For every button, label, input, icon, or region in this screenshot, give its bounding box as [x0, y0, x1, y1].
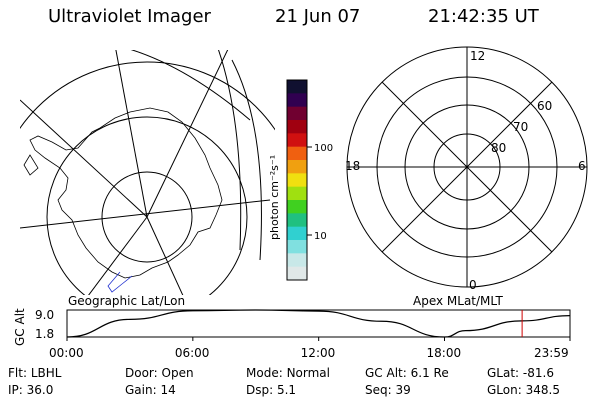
status-glat: GLat: -81.6 [487, 366, 554, 380]
geo-arc-3 [231, 59, 262, 261]
status-door: Door: Open [125, 366, 194, 380]
status-glon: GLon: 348.5 [487, 383, 560, 397]
color-bar-unit-label: photon cm⁻²s⁻¹ [268, 155, 281, 240]
geographic-map [20, 50, 275, 295]
altitude-ylabel: GC Alt [13, 308, 27, 346]
altitude-plot-frame [66, 309, 571, 338]
altitude-xtick-label: 18:00 [427, 346, 462, 360]
color-bar-cell [287, 106, 307, 121]
geo-meridian-1 [115, 50, 148, 218]
color-bar-cell [287, 80, 307, 94]
altitude-ytick-top: 9.0 [35, 308, 54, 322]
color-bar-cell [287, 253, 307, 268]
coast-fragment [23, 154, 39, 176]
color-bar-cell [287, 133, 307, 148]
color-bar: 100 10 photon cm⁻²s⁻¹ [268, 79, 333, 281]
geo-meridian-4 [20, 199, 271, 229]
polar-lat-80: 80 [491, 141, 506, 155]
image-title: Ultraviolet Imager [48, 6, 211, 27]
color-bar-cell [287, 93, 307, 108]
color-bar-cell [287, 120, 307, 134]
color-bar-cell [287, 266, 307, 281]
polar-plot [346, 46, 588, 288]
altitude-curve [66, 309, 571, 338]
geo-meridian-3 [20, 99, 148, 218]
color-bar-cell [287, 200, 307, 214]
polar-lat-70: 70 [513, 120, 528, 134]
polar-label-0: 0 [469, 278, 477, 292]
altitude-xtick-label: 06:00 [175, 346, 210, 360]
status-flt: Flt: LBHL [8, 366, 62, 380]
polar-label-18: 18 [345, 159, 360, 173]
color-bar-cell [287, 186, 307, 201]
color-bar-cell [287, 173, 307, 188]
color-bar-cell [287, 240, 307, 254]
polar-label-12: 12 [470, 49, 485, 63]
polar-label-6: 6 [578, 159, 586, 173]
altitude-xtick-label: 00:00 [49, 346, 84, 360]
coast-fragment-blue [107, 271, 133, 293]
polar-diagonal-2 [381, 81, 553, 253]
color-bar-cell [287, 213, 307, 228]
status-gc-alt: GC Alt: 6.1 Re [365, 366, 449, 380]
color-bar-tick-label-10: 10 [314, 231, 327, 242]
geo-meridian-6 [146, 216, 184, 295]
status-dsp: Dsp: 5.1 [246, 383, 297, 397]
color-bar-cell [287, 160, 307, 174]
status-ip: IP: 36.0 [8, 383, 54, 397]
status-seq: Seq: 39 [365, 383, 411, 397]
geo-map-label: Geographic Lat/Lon [68, 294, 185, 308]
continent-outline [29, 107, 223, 279]
geo-meridian-2 [146, 50, 229, 218]
geo-lat-circle-inner [101, 171, 193, 263]
altitude-ytick-bottom: 1.8 [35, 327, 54, 341]
altitude-xtick-label: 23:59 [534, 346, 569, 360]
status-gain: Gain: 14 [125, 383, 176, 397]
geo-arc-2 [218, 50, 242, 251]
geo-lat-circle-mid [46, 116, 248, 295]
color-bar-tick-label-100: 100 [314, 143, 333, 154]
altitude-plot: GC Alt 9.0 1.8 00:00 06:00 12:00 18:00 23:59 [13, 308, 571, 360]
status-mode: Mode: Normal [246, 366, 330, 380]
geo-arc-1 [130, 50, 251, 121]
polar-lat-60: 60 [537, 99, 552, 113]
color-bar-cell [287, 146, 307, 161]
geo-lat-circle-outer [20, 61, 275, 131]
altitude-xtick-label: 12:00 [301, 346, 336, 360]
color-bar-frame [286, 79, 308, 281]
image-date: 21 Jun 07 [275, 6, 361, 27]
image-time: 21:42:35 UT [428, 6, 539, 27]
polar-plot-label: Apex MLat/MLT [413, 294, 503, 308]
geo-meridian-5 [88, 216, 148, 295]
color-bar-cell [287, 226, 307, 241]
